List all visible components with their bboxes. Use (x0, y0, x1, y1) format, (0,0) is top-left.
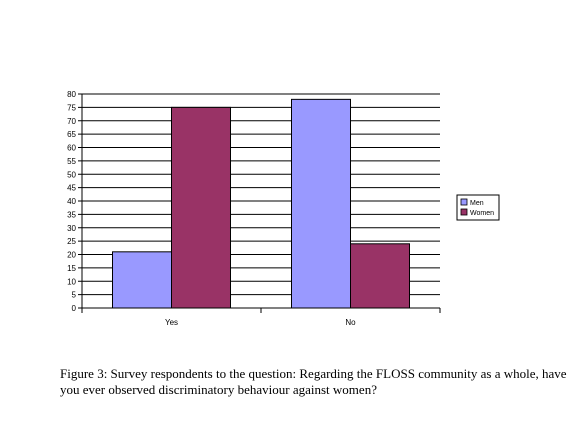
y-tick-label: 45 (67, 184, 76, 193)
y-tick-label: 40 (67, 197, 76, 206)
y-tick-label: 55 (67, 157, 76, 166)
y-tick-label: 15 (67, 264, 76, 273)
bar-women-yes (171, 106, 231, 309)
y-tick-label: 30 (67, 224, 76, 233)
bar-men-yes (112, 251, 172, 309)
y-tick-label: 10 (67, 277, 76, 286)
figure-caption: Figure 3: Survey respondents to the ques… (60, 366, 567, 397)
y-tick-label: 50 (67, 170, 76, 179)
y-tick-label: 0 (72, 304, 77, 313)
y-tick-label: 80 (67, 90, 76, 99)
x-category-label: No (345, 318, 356, 327)
y-tick-label: 25 (67, 237, 76, 246)
y-tick-label: 70 (67, 117, 76, 126)
gridlines (82, 93, 440, 296)
bars (112, 98, 410, 309)
y-tick-label: 75 (67, 103, 76, 112)
bar-women-no (350, 243, 410, 309)
y-tick-label: 60 (67, 144, 76, 153)
x-category-label: Yes (165, 318, 178, 327)
bar-chart: 0 5 10 15 20 25 30 35 40 45 50 55 60 65 70 75 80 Yes No M… (67, 90, 500, 327)
legend: Men Women (456, 194, 500, 221)
y-tick-label: 5 (72, 291, 77, 300)
legend-swatch-women (460, 208, 468, 216)
y-tick-label: 35 (67, 210, 76, 219)
legend-swatch-men (460, 198, 468, 206)
y-axis: 0 5 10 15 20 25 30 35 40 45 50 55 60 65 70 75 80 (67, 90, 83, 313)
legend-label-men: Men (470, 200, 484, 207)
legend-label-women: Women (470, 210, 494, 217)
y-tick-label: 20 (67, 251, 76, 260)
y-tick-label: 65 (67, 130, 76, 139)
x-axis: Yes No (81, 307, 441, 327)
bar-men-no (291, 98, 351, 309)
